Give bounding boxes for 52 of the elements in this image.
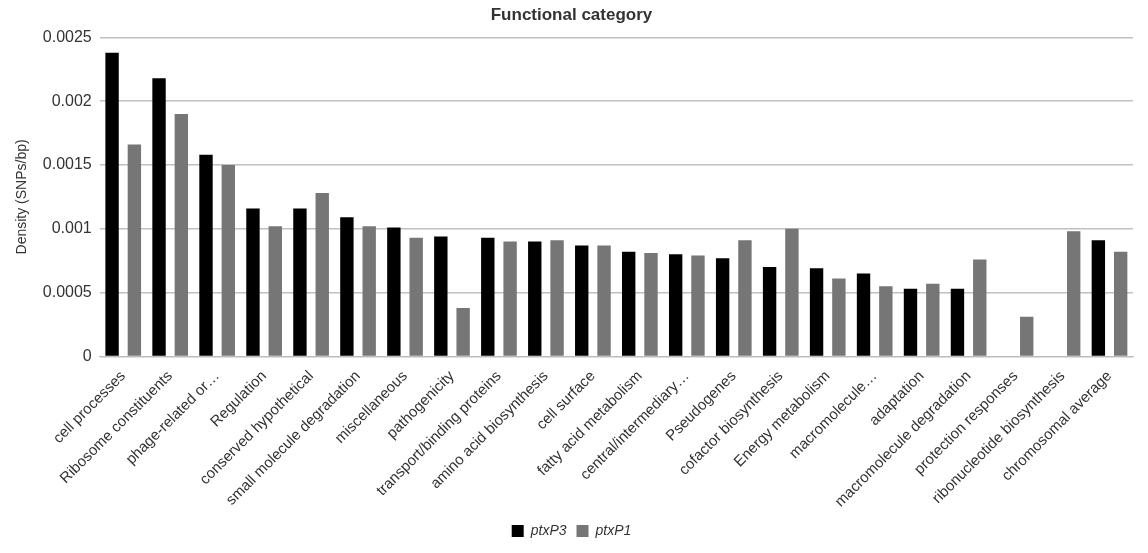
bar (127, 144, 142, 356)
bar (105, 52, 119, 356)
bar (691, 255, 705, 356)
bar (387, 227, 401, 356)
bar (340, 217, 354, 356)
bar (362, 226, 376, 356)
bar (832, 278, 846, 356)
bar (268, 226, 282, 356)
y-tick-label: 0.002 (51, 91, 92, 109)
bar (174, 113, 189, 356)
bar (315, 193, 329, 356)
bar (715, 258, 730, 356)
bar (809, 268, 824, 356)
chart-title: Functional category (490, 4, 653, 24)
bar (973, 259, 987, 356)
y-axis-title: Density (SNPs/bp) (13, 139, 30, 255)
bar (903, 288, 918, 356)
bar (597, 245, 611, 356)
bar (926, 283, 940, 356)
bar (762, 267, 777, 356)
y-tick-label: 0.0005 (42, 282, 92, 300)
bar (293, 208, 307, 356)
bar (668, 254, 683, 356)
bar (199, 154, 213, 356)
bar (1067, 231, 1081, 356)
bar (622, 251, 636, 356)
bar (456, 307, 470, 356)
bar (152, 78, 166, 356)
bar (434, 236, 448, 356)
bar (481, 237, 495, 356)
legend-label: ptxP1 (594, 521, 632, 538)
bar (221, 164, 235, 356)
y-tick-label: 0.0015 (42, 155, 92, 173)
bar (575, 245, 589, 356)
bar (1091, 240, 1106, 356)
bar (528, 241, 542, 356)
y-tick-label: 0.001 (51, 219, 92, 237)
y-tick-label: 0.0025 (42, 27, 92, 45)
bar (950, 288, 965, 356)
y-tick-label: 0 (82, 346, 92, 364)
bar (246, 208, 260, 356)
bar (1113, 251, 1128, 356)
bar (1020, 316, 1034, 356)
bar (856, 273, 871, 356)
bar (409, 237, 423, 356)
bar (738, 240, 752, 356)
bar (879, 286, 893, 356)
bar (785, 228, 799, 356)
bar (550, 240, 564, 356)
bar (503, 241, 517, 356)
legend-label: ptxP3 (529, 521, 567, 538)
bar (644, 253, 658, 356)
